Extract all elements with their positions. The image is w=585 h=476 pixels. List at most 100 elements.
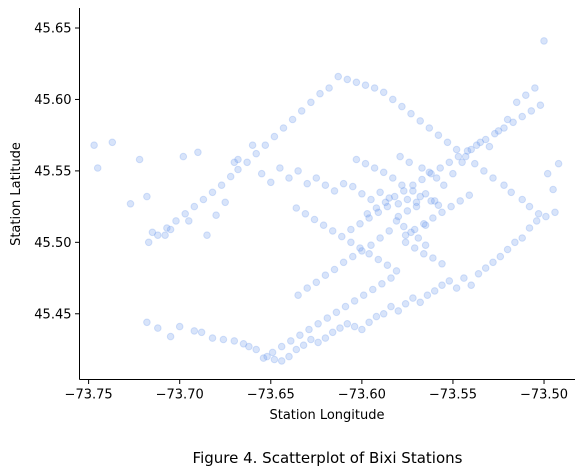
- scatter-point: [403, 195, 412, 204]
- scatter-point: [299, 341, 308, 350]
- scatter-point: [401, 300, 410, 308]
- scatter-point: [416, 298, 425, 307]
- scatter-point: [339, 258, 348, 267]
- scatter-point: [239, 340, 248, 348]
- scatter-point: [323, 314, 332, 322]
- scatter-point: [361, 81, 370, 89]
- x-tick-label: −73.60: [338, 388, 386, 403]
- scatter-point: [374, 255, 383, 264]
- scatter-point: [394, 212, 403, 221]
- scatter-point: [230, 158, 239, 167]
- scatter-point: [471, 159, 479, 168]
- scatter-point: [383, 202, 392, 211]
- scatter-point: [427, 197, 435, 205]
- scatter-point: [185, 217, 193, 225]
- scatter-point: [370, 164, 379, 172]
- scatter-point: [489, 174, 497, 182]
- scatter-point: [425, 168, 434, 177]
- scatter-point: [387, 302, 395, 311]
- scatter-point: [312, 278, 321, 287]
- scatter-point: [527, 107, 536, 115]
- scatter-point: [430, 287, 439, 295]
- scatter-point: [440, 181, 448, 189]
- scatter-point: [221, 198, 229, 207]
- scatter-point: [438, 208, 446, 217]
- x-tick-label: −73.75: [65, 388, 113, 403]
- scatter-point: [294, 167, 302, 175]
- scatter-point: [480, 167, 488, 175]
- scatter-point: [307, 335, 315, 344]
- scatter-point: [511, 238, 519, 247]
- scatter-point: [532, 217, 541, 225]
- scatter-point: [230, 337, 239, 345]
- x-tick-label: −73.50: [520, 388, 568, 403]
- scatter-point: [543, 169, 552, 178]
- scatter-point: [349, 252, 357, 261]
- scatter-point: [534, 210, 543, 218]
- scatter-point: [243, 158, 251, 167]
- scatter-point: [190, 327, 199, 335]
- scatter-point: [410, 225, 419, 234]
- scatter-point: [93, 164, 102, 172]
- scatter-point: [358, 247, 366, 255]
- scatter-point: [425, 124, 434, 132]
- scatter-point: [267, 178, 275, 187]
- x-ticks: −73.75 −73.70 −73.65 −73.60 −73.55 −73.50: [65, 379, 568, 403]
- scatter-point: [143, 192, 151, 201]
- scatter-point: [409, 187, 417, 195]
- scatter-point: [365, 214, 373, 222]
- scatter-point: [494, 127, 503, 135]
- scatter-point: [277, 342, 286, 351]
- y-tick-label: 45.55: [34, 164, 71, 179]
- y-tick-label: 45.50: [34, 236, 71, 251]
- scatter-point: [270, 355, 279, 364]
- scatter-point: [525, 224, 534, 232]
- scatter-point: [503, 115, 512, 124]
- scatter-point: [285, 174, 293, 182]
- y-tick-label: 45.45: [34, 307, 71, 322]
- scatter-point: [531, 84, 539, 92]
- scatter-point: [389, 95, 397, 104]
- scatter-point: [447, 202, 455, 211]
- scatter-point: [379, 88, 388, 97]
- scatter-point: [194, 148, 202, 157]
- scatter-point: [197, 328, 206, 337]
- scatter-point: [166, 225, 175, 234]
- scatter-point: [365, 318, 373, 327]
- scatter-point: [358, 325, 366, 334]
- scatter-point: [554, 159, 563, 168]
- scatter-point: [390, 192, 399, 201]
- scatter-point: [518, 112, 527, 121]
- scatter-point: [217, 181, 226, 189]
- scatter-point: [481, 264, 490, 272]
- scatter-point: [400, 222, 408, 231]
- x-axis-title: Station Longitude: [269, 408, 384, 423]
- scatter-point: [361, 159, 370, 168]
- scatter-point: [481, 135, 490, 144]
- scatter-point: [369, 285, 377, 294]
- scatter-point: [412, 202, 421, 211]
- scatter-point: [349, 182, 357, 191]
- y-tick-label: 45.60: [34, 93, 71, 108]
- scatter-points: [90, 37, 563, 365]
- scatter-point: [352, 155, 361, 164]
- scatter-point: [358, 190, 366, 198]
- scatter-point: [336, 324, 344, 332]
- y-tick-label: 45.65: [34, 22, 71, 37]
- scatter-point: [454, 152, 463, 161]
- scatter-point: [352, 78, 361, 87]
- scatter-point: [163, 224, 171, 232]
- scatter-point: [549, 185, 557, 194]
- scatter-point: [392, 217, 401, 225]
- scatter-point: [507, 188, 516, 197]
- scatter-point: [234, 155, 242, 164]
- scatter-point: [370, 84, 379, 92]
- scatter-point: [412, 198, 421, 207]
- scatter-point: [252, 345, 261, 354]
- scatter-point: [434, 201, 443, 209]
- scatter-point: [500, 181, 508, 189]
- scatter-point: [421, 190, 430, 198]
- scatter-point: [512, 98, 521, 107]
- scatter-point: [385, 194, 394, 202]
- scatter-point: [474, 270, 483, 278]
